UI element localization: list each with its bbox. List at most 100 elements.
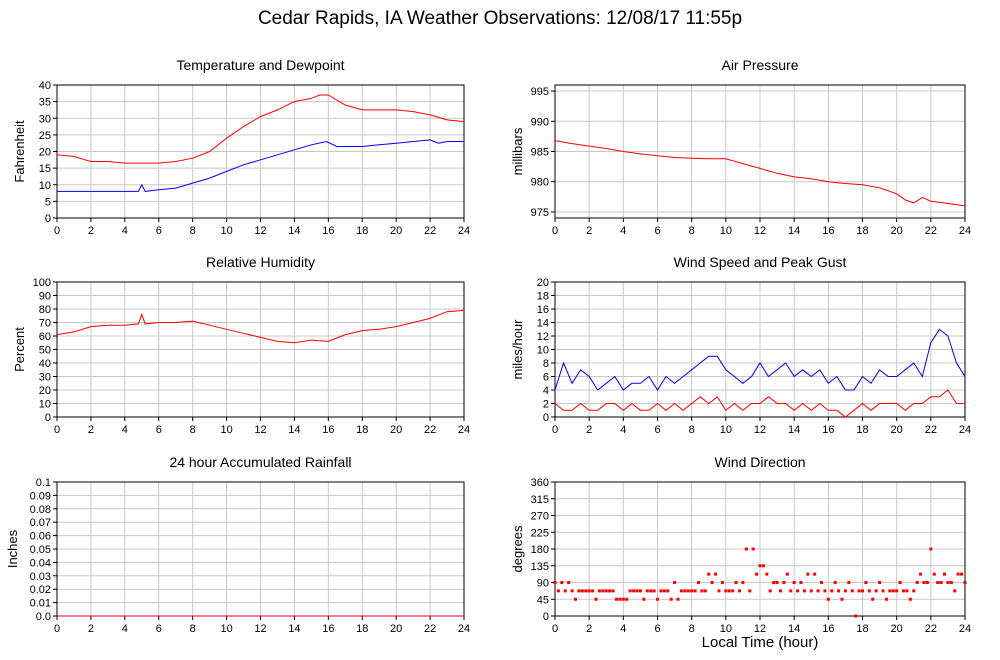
wdir-point [724,589,728,593]
wdir-point [765,572,769,576]
rh-ytick-label: 70 [39,318,51,330]
rh-xtick-label: 0 [54,424,60,436]
wdir-point [898,581,902,584]
wdir-point [748,589,752,593]
rain-xtick-label: 16 [322,623,334,635]
wdir-point [649,589,653,593]
rh-xtick-label: 4 [122,424,128,436]
wdir-xtick-label: 12 [754,623,766,635]
wind-ytick-label: 4 [543,385,549,397]
pres-xtick-label: 14 [788,225,800,237]
wdir-point [874,589,878,593]
wdir-point [840,597,844,601]
wind-ytick-label: 16 [537,304,549,316]
wind-xtick-label: 4 [620,424,626,436]
wind-ytick-label: 20 [537,277,549,289]
wdir-xtick-label: 20 [891,623,903,635]
pres-xtick-label: 0 [552,225,558,237]
wdir-xtick-label: 16 [822,623,834,635]
wdir-point [871,597,875,601]
rh-xtick-label: 24 [458,424,470,436]
rh-ytick-label: 0 [45,412,51,424]
rain-ytick-label: 0.04 [30,557,51,569]
wdir-point [847,581,851,584]
wdir-point [912,589,916,593]
temp-title: Temperature and Dewpoint [176,57,344,73]
wdir-point [867,589,871,593]
wdir-point [929,547,933,551]
rh-xtick-label: 6 [156,424,162,436]
rain-ytick-label: 0.03 [30,571,51,583]
wdir-point [902,589,905,593]
wdir-point [932,572,936,576]
rain-ylabel: Inches [5,529,20,568]
wdir-xtick-label: 8 [689,623,695,635]
pres-ytick-label: 995 [531,86,549,98]
pres-ytick-label: 990 [531,116,549,128]
rain-ytick-label: 0.02 [30,584,51,596]
wdir-point [772,581,776,584]
wdir-point [861,589,864,593]
wdir-point [789,589,793,593]
rain-xtick-label: 18 [356,623,368,635]
wdir-point [775,581,779,584]
wdir-point [645,589,649,593]
wind-series-1 [554,389,965,418]
wdir-point [567,581,571,584]
wdir-point [632,589,636,593]
wdir-point [806,572,810,576]
wdir-xtick-label: 6 [654,623,660,635]
pres-xtick-label: 2 [586,225,592,237]
wdir-point [669,597,673,601]
temp-ytick-label: 30 [39,113,51,125]
rh-xtick-label: 18 [356,424,368,436]
temp-ytick-label: 35 [39,97,51,109]
wdir-point [796,589,800,593]
temp-ytick-label: 0 [45,213,51,225]
wdir-ytick-label: 270 [531,511,549,523]
wdir-point [697,581,700,584]
wdir-xtick-label: 22 [925,623,937,635]
pres-ylabel: millibars [510,127,525,175]
wdir-point [761,564,765,568]
wdir-ytick-label: 315 [531,494,549,506]
wdir-ytick-label: 225 [531,527,549,539]
wdir-point [826,597,830,601]
wdir-point [946,581,950,584]
page-title: Cedar Rapids, IA Weather Observations: 1… [257,8,743,29]
wdir-point [833,581,837,584]
wdir-point [799,581,803,584]
wdir-point [830,589,834,593]
rh-xtick-label: 16 [322,424,334,436]
wdir-point [700,589,704,593]
temp-xtick-label: 10 [220,225,232,237]
wdir-point [802,589,806,593]
temp-xtick-label: 18 [356,225,368,237]
wdir-point [854,614,858,618]
wdir-point [703,589,707,593]
wdir-point [843,589,847,593]
wdir-ytick-label: 360 [531,477,549,489]
wind-xtick-label: 16 [822,424,834,436]
temp-series-1 [57,139,464,192]
pres-ytick-label: 980 [531,177,549,189]
wdir-point [922,581,926,584]
wdir-point [734,581,738,584]
wind-ytick-label: 6 [543,372,549,384]
rain-xtick-label: 4 [122,623,128,635]
wind-xtick-label: 12 [754,424,766,436]
wdir-ytick-label: 0 [543,611,549,623]
pres-xtick-label: 8 [689,225,695,237]
temp-xtick-label: 8 [190,225,196,237]
pres-title: Air Pressure [721,57,798,73]
wdir-point [888,589,892,593]
wdir-point [679,589,683,593]
rain-xtick-label: 14 [288,623,300,635]
wdir-xtick-label: 14 [788,623,800,635]
wdir-point [615,597,618,601]
rh-ytick-label: 50 [39,345,51,357]
rain-ytick-label: 0.05 [30,544,51,556]
wdir-point [963,581,967,584]
